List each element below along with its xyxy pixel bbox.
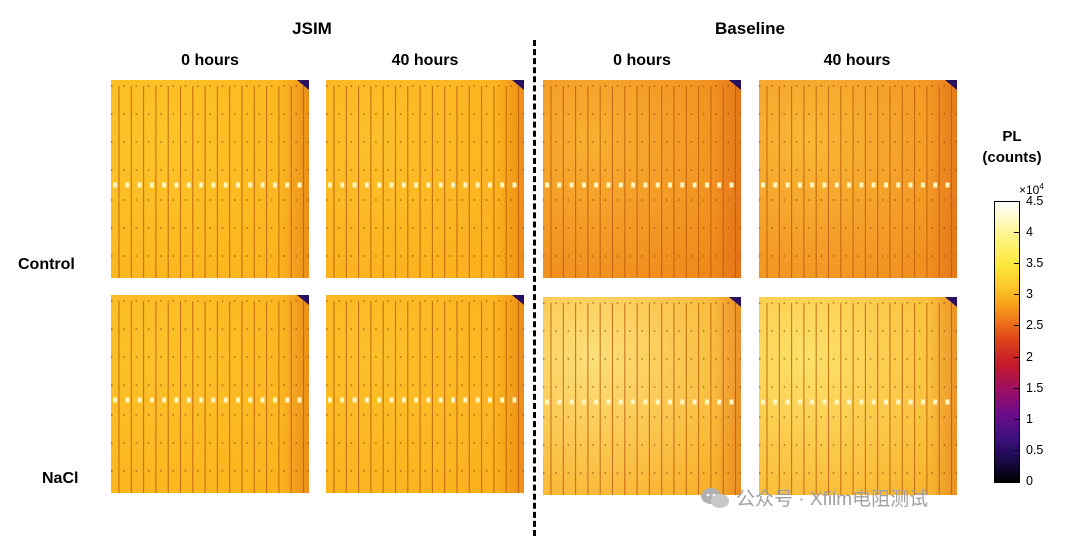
colorbar-tick-label: 1 xyxy=(1026,411,1033,426)
colorbar-tick-label: 4 xyxy=(1026,225,1033,240)
pl-image-jsim-nacl-40h xyxy=(326,295,524,493)
pl-panel-svg xyxy=(543,297,741,495)
colorbar-tick-label: 2 xyxy=(1026,349,1033,364)
pl-panel-svg xyxy=(326,80,524,278)
group-divider xyxy=(533,40,536,536)
colorbar-tick-mark xyxy=(1014,232,1020,234)
column-label-baseline-40h: 40 hours xyxy=(823,52,891,69)
colorbar-tick-mark xyxy=(1014,481,1020,482)
colorbar-title-line1: PL xyxy=(1002,128,1022,145)
column-label-jsim-40h: 40 hours xyxy=(391,52,459,69)
wechat-icon xyxy=(701,487,729,508)
pl-image-baseline-control-0h xyxy=(543,80,741,278)
group-title-jsim: JSIM xyxy=(292,19,332,38)
pl-image-baseline-nacl-40h xyxy=(759,297,957,495)
colorbar-tick-label: 0.5 xyxy=(1026,442,1044,457)
pl-panel-svg xyxy=(111,80,309,278)
group-title-baseline: Baseline xyxy=(715,19,785,38)
colorbar-tick-label: 3 xyxy=(1026,287,1033,302)
colorbar-tick-mark xyxy=(1014,263,1020,265)
dark-corner xyxy=(512,80,524,90)
pl-image-jsim-nacl-0h xyxy=(111,295,309,493)
colorbar-tick-label: 2.5 xyxy=(1026,318,1044,333)
colorbar-tick-mark xyxy=(1014,356,1020,358)
colorbar-tick-mark xyxy=(1014,325,1020,327)
colorbar-title: PL (counts) xyxy=(972,126,1052,168)
colorbar-tick-label: 3.5 xyxy=(1026,256,1044,271)
colorbar-exponent-power: 4 xyxy=(1039,182,1044,191)
pl-panel-svg xyxy=(759,297,957,495)
colorbar-tick-mark xyxy=(1014,449,1020,451)
colorbar-tick-mark xyxy=(1014,294,1020,296)
colorbar-tick-label: 4.5 xyxy=(1026,194,1044,208)
dark-corner xyxy=(512,295,524,305)
pl-image-jsim-control-0h xyxy=(111,80,309,278)
colorbar-tick-label: 0 xyxy=(1026,474,1033,488)
colorbar-exponent-base: ×10 xyxy=(1019,183,1040,197)
pl-panel-svg xyxy=(326,295,524,493)
colorbar-tick-label: 1.5 xyxy=(1026,380,1044,395)
dark-corner xyxy=(945,80,957,90)
pl-image-baseline-control-40h xyxy=(759,80,957,278)
pl-image-baseline-nacl-0h xyxy=(543,297,741,495)
dark-corner xyxy=(297,295,309,305)
dark-corner xyxy=(729,80,741,90)
dark-corner xyxy=(729,297,741,307)
dark-corner xyxy=(945,297,957,307)
colorbar xyxy=(994,201,1020,483)
colorbar-tick-mark xyxy=(1014,201,1020,202)
colorbar-tick-mark xyxy=(1014,387,1020,389)
watermark-text: 公众号 · Xfilm电阻测试 xyxy=(736,489,929,510)
pl-image-jsim-control-40h xyxy=(326,80,524,278)
colorbar-tick-mark xyxy=(1014,418,1020,420)
column-label-jsim-0h: 0 hours xyxy=(181,52,239,69)
pl-panel-svg xyxy=(759,80,957,278)
watermark: 公众号 · Xfilm电阻测试 xyxy=(700,484,928,511)
column-label-baseline-0h: 0 hours xyxy=(613,52,671,69)
colorbar-exponent: ×104 xyxy=(1019,182,1044,197)
colorbar-title-line2: (counts) xyxy=(982,149,1042,166)
pl-panel-svg xyxy=(111,295,309,493)
row-label-nacl: NaCl xyxy=(42,470,79,487)
dark-corner xyxy=(297,80,309,90)
pl-panel-svg xyxy=(543,80,741,278)
row-label-control: Control xyxy=(18,256,75,273)
